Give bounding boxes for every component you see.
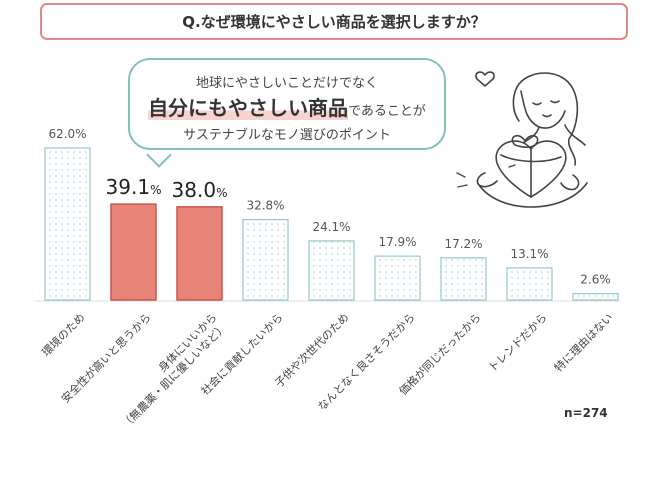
value-label-7: 17.2% xyxy=(444,237,482,251)
bar-5 xyxy=(308,240,355,301)
bar-8 xyxy=(506,267,553,301)
category-label-9: 特に理由はない xyxy=(551,310,615,374)
bar-9 xyxy=(572,293,619,301)
value-label-4: 32.8% xyxy=(246,199,284,213)
bar-7 xyxy=(440,257,487,301)
speech-bubble: 地球にやさしいことだけでなく 自分にもやさしい商品であることが サステナブルなモ… xyxy=(128,58,446,150)
bar-3 xyxy=(176,206,223,301)
bar-2 xyxy=(110,203,157,301)
bubble-line-3: サステナブルなモノ選びのポイント xyxy=(183,128,391,143)
category-label-5: 子供や次世代のため xyxy=(272,310,352,390)
woman-holding-gift-icon xyxy=(456,71,588,208)
bar-4 xyxy=(242,218,289,301)
bubble-emphasis: 自分にもやさしい商品 xyxy=(148,96,349,120)
value-label-5: 24.1% xyxy=(312,220,350,234)
bar-1 xyxy=(44,147,91,301)
bubble-line-2: 自分にもやさしい商品であることが xyxy=(130,92,444,121)
value-label-2: 39.1% xyxy=(106,175,162,199)
value-label-8: 13.1% xyxy=(510,247,548,261)
category-label-8: トレンドだから xyxy=(486,311,550,375)
bar-6 xyxy=(374,255,421,301)
value-label-1: 62.0% xyxy=(48,127,86,141)
value-label-3: 38.0% xyxy=(172,178,228,202)
value-label-6: 17.9% xyxy=(378,235,416,249)
bubble-line-1: 地球にやさしいことだけでなく xyxy=(195,76,378,91)
value-label-9: 2.6% xyxy=(580,273,611,287)
category-label-1: 環境のため xyxy=(39,310,88,359)
question-title: Q.なぜ環境にやさしい商品を選択しますか？ xyxy=(40,3,628,40)
sample-size-label: n=274 xyxy=(564,406,608,420)
bubble-line-2-rest: であることが xyxy=(348,104,426,119)
